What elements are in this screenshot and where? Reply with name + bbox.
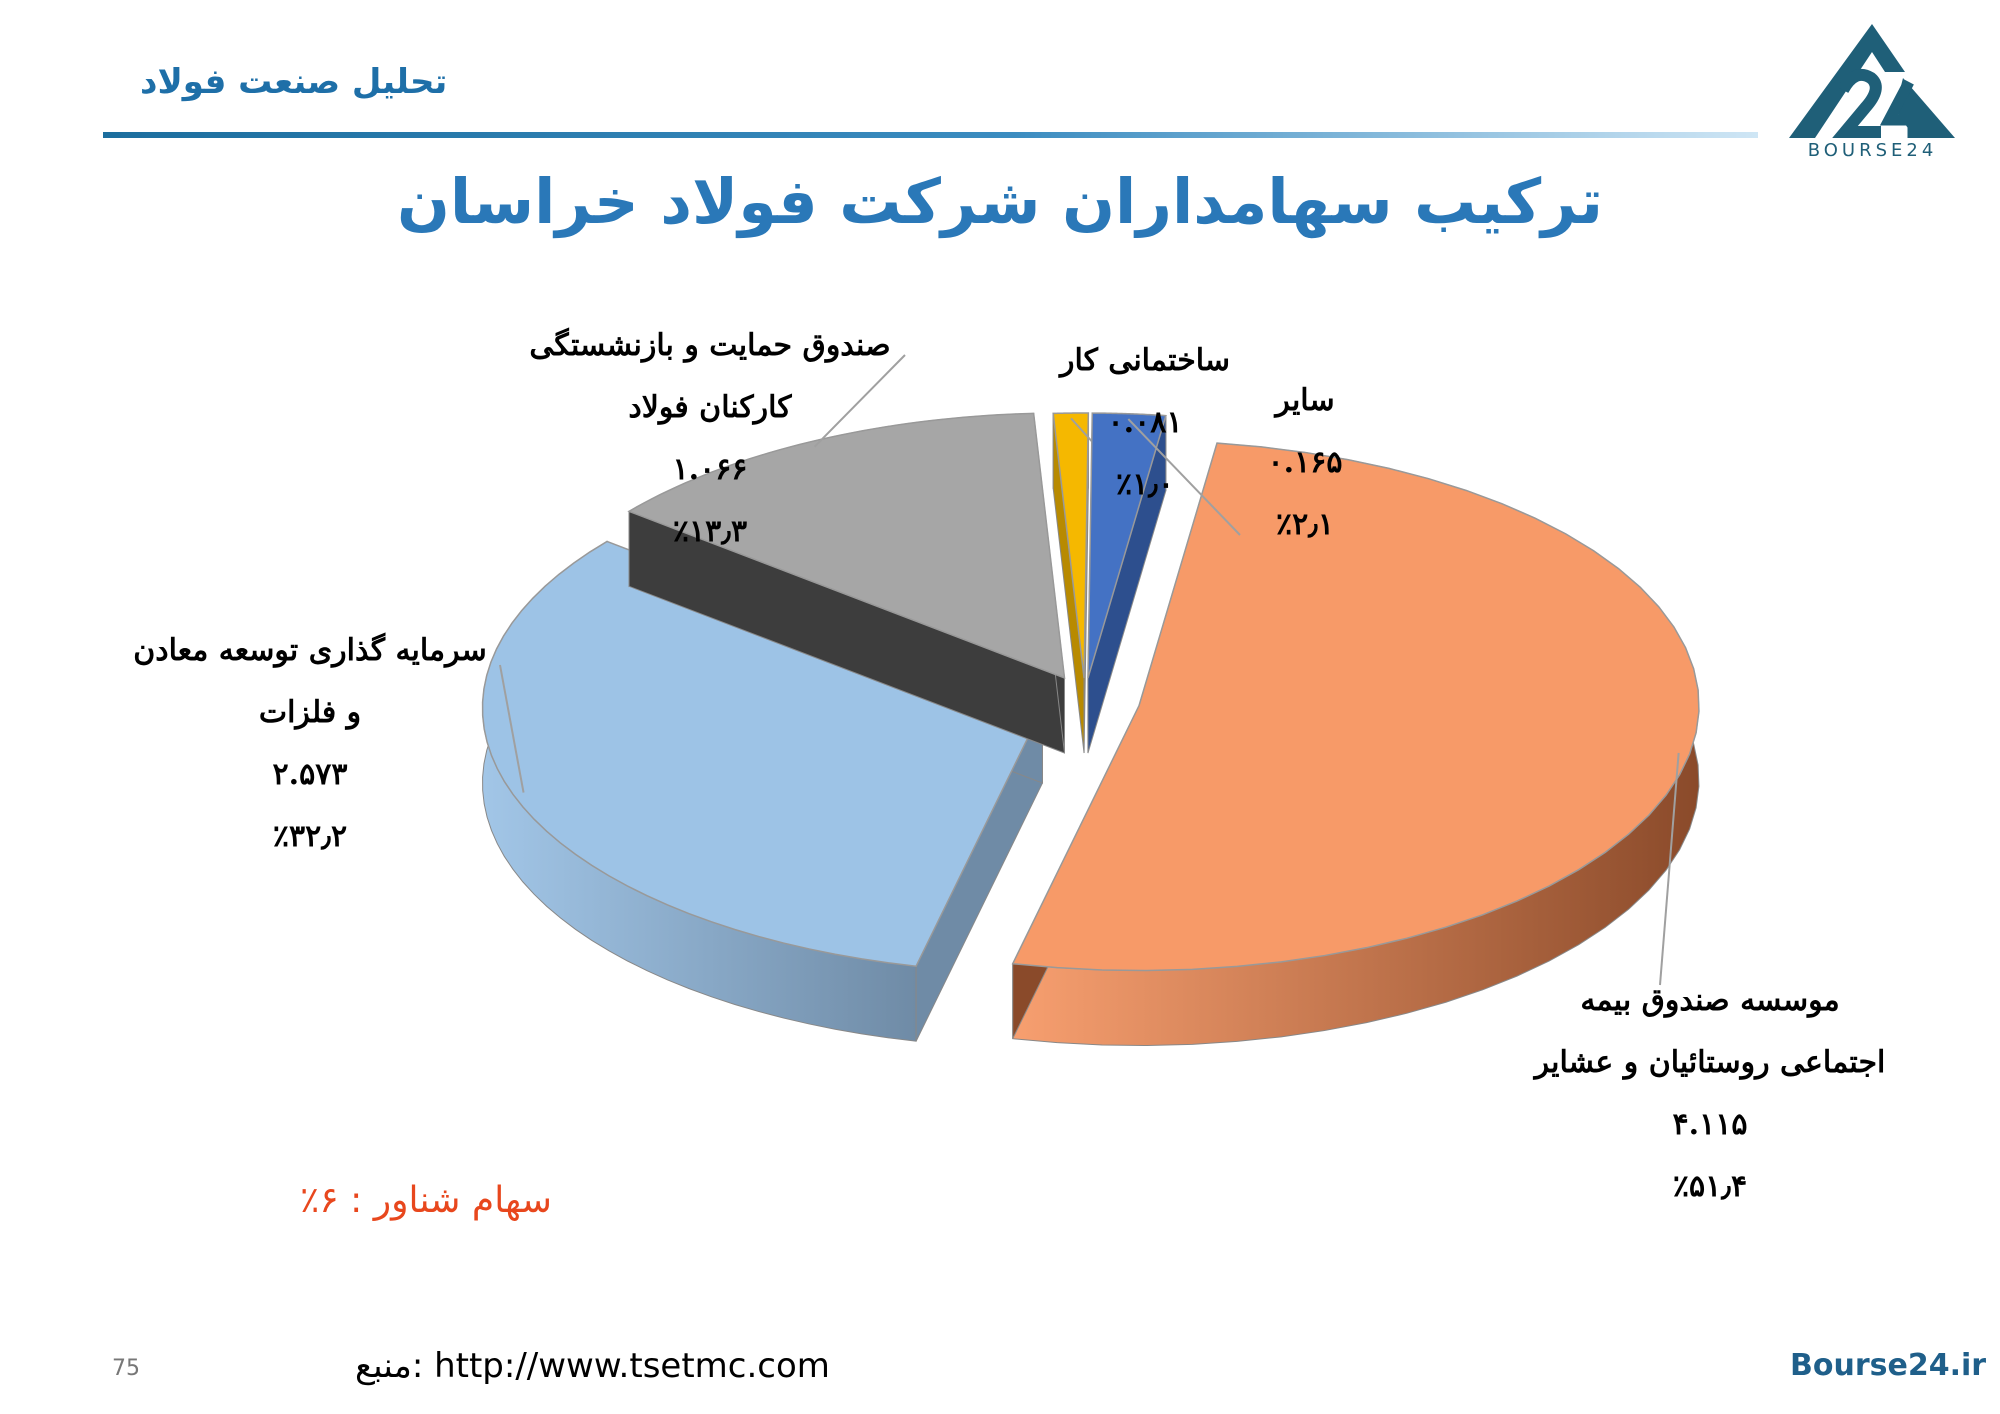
slice-label-other: سایر ۰.۱۶۵ ٪۲٫۱: [1267, 383, 1343, 542]
site-name: Bourse24.ir: [1790, 1348, 1987, 1383]
logo-text: BOURSE24: [1807, 140, 1938, 161]
pie-slice-top-0: [1011, 442, 1700, 972]
pie-slice-top-4: [1087, 412, 1167, 679]
leader-line-0: [1659, 752, 1680, 986]
pie-slice-4: [1087, 412, 1167, 754]
source-text: منبع: http://www.tsetmc.com: [355, 1346, 830, 1386]
bourse24-logo-icon: [1789, 24, 1955, 138]
slice-label-rural-insurance-fund: موسسه صندوق بیمه اجتماعی روستائیان و عشا…: [1534, 983, 1886, 1204]
header-divider: [103, 132, 1758, 138]
leader-line-1: [499, 664, 525, 793]
chart-title: ترکیب سهامداران شرکت فولاد خراسان: [396, 165, 1604, 238]
leader-line-4: [1127, 418, 1241, 536]
pie-slice-3: [1052, 412, 1090, 754]
float-shares-note: سهام شناور : ۶٪: [300, 1180, 552, 1221]
leader-line-2: [813, 354, 906, 448]
pie-slice-top-1: [481, 540, 1044, 968]
pie-slice-0: [1011, 442, 1700, 1046]
slice-label-mining-metals-investment: سرمایه گذاری توسعه معادن و فلزات ۲.۵۷۳ ٪…: [133, 633, 487, 854]
pie-slice-top-2: [627, 412, 1066, 680]
section-title: تحلیل صنعت فولاد: [140, 62, 448, 102]
pie-slice-top-3: [1052, 412, 1090, 679]
page-number: 75: [112, 1356, 140, 1381]
pie-slice-2: [627, 412, 1066, 754]
slice-label-steel-employees-fund: صندوق حمایت و بازنشستگی کارکنان فولاد ۱.…: [529, 328, 891, 549]
slice-label-construction: ساختمانی کار ۰.۰۸۱ ٪۱٫۰: [1059, 343, 1231, 502]
